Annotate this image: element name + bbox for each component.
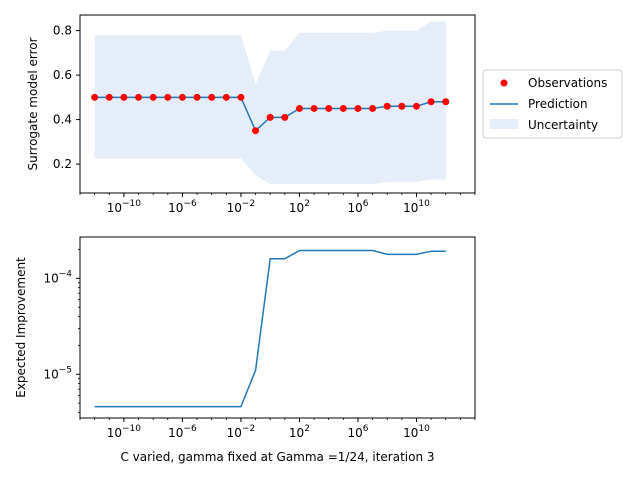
bottom-y-tick-label: 10−4 (43, 269, 72, 285)
observation-point (252, 127, 260, 135)
observation-point (135, 93, 143, 101)
top-x-tick-label: 10−2 (227, 199, 256, 215)
bottom-x-axis-label: C varied, gamma fixed at Gamma =1/24, it… (120, 450, 434, 464)
legend-uncertainty-swatch (490, 119, 518, 129)
observation-point (412, 102, 420, 110)
surrogate-error-panel: 10−10 10−6 10−2 102 106 1010 0.2 0.4 0.6 0.8 Sur… (26, 14, 476, 215)
bottom-x-tick-label: 102 (289, 424, 310, 440)
top-x-ticks: 10−10 10−6 10−2 102 106 1010 (79, 193, 476, 215)
top-y-tick-label: 0.4 (53, 113, 72, 127)
observation-point (339, 104, 347, 112)
bottom-x-tick-label: 10−2 (227, 424, 256, 440)
observation-point (383, 102, 391, 110)
bottom-y-axis-label: Expected Improvement (14, 257, 28, 398)
expected-improvement-panel: 10−10 10−6 10−2 102 106 1010 10−4 10−5 Expecte… (14, 236, 476, 464)
observation-point (266, 113, 274, 121)
observation-point (325, 104, 333, 112)
bottom-x-ticks: 10−10 10−6 10−2 102 106 1010 (79, 418, 476, 440)
observation-point (164, 93, 172, 101)
expected-improvement-line-group (94, 249, 446, 408)
observation-point (208, 93, 216, 101)
observation-point (178, 93, 186, 101)
legend-observations-marker (500, 79, 508, 87)
uncertainty-band (94, 21, 446, 185)
top-x-tick-label: 10−6 (168, 199, 197, 215)
top-y-axis-label: Surrogate model error (26, 37, 40, 170)
observation-point (149, 93, 157, 101)
bottom-x-tick-label: 106 (347, 424, 368, 440)
observation-point (105, 93, 113, 101)
observation-point (120, 93, 128, 101)
observation-point (369, 104, 377, 112)
legend-prediction-label: Prediction (528, 97, 588, 111)
top-y-tick-label: 0.6 (53, 68, 72, 82)
bottom-y-ticks: 10−4 10−5 (43, 249, 80, 413)
observation-point (427, 98, 435, 106)
legend: Observations Prediction Uncertainty (482, 69, 623, 139)
top-y-tick-label: 0.2 (53, 157, 72, 171)
observation-point (398, 102, 406, 110)
uncertainty-band-group (94, 21, 446, 185)
bottom-axes-frame (79, 236, 476, 419)
observation-point (310, 104, 318, 112)
top-x-tick-label: 102 (289, 199, 310, 215)
bottom-x-tick-label: 1010 (403, 424, 430, 440)
top-axes-frame (79, 14, 476, 194)
bottom-x-tick-label: 10−10 (107, 424, 142, 440)
observation-points-group (91, 93, 450, 135)
top-y-ticks: 0.2 0.4 0.6 0.8 (53, 24, 80, 171)
observation-point (91, 93, 99, 101)
bottom-y-tick-label: 10−5 (43, 365, 72, 381)
legend-observations-label: Observations (528, 76, 607, 90)
top-x-tick-label: 1010 (403, 199, 430, 215)
expected-improvement-line (94, 249, 446, 408)
observation-point (295, 104, 303, 112)
observation-point (281, 113, 289, 121)
top-y-tick-label: 0.8 (53, 24, 72, 38)
observation-point (237, 93, 245, 101)
legend-uncertainty-label: Uncertainty (528, 118, 598, 132)
observation-point (354, 104, 362, 112)
observation-point (222, 93, 230, 101)
observation-point (193, 93, 201, 101)
observation-point (442, 98, 450, 106)
top-x-tick-label: 10−10 (107, 199, 142, 215)
top-x-tick-label: 106 (347, 199, 368, 215)
bottom-x-tick-label: 10−6 (168, 424, 197, 440)
